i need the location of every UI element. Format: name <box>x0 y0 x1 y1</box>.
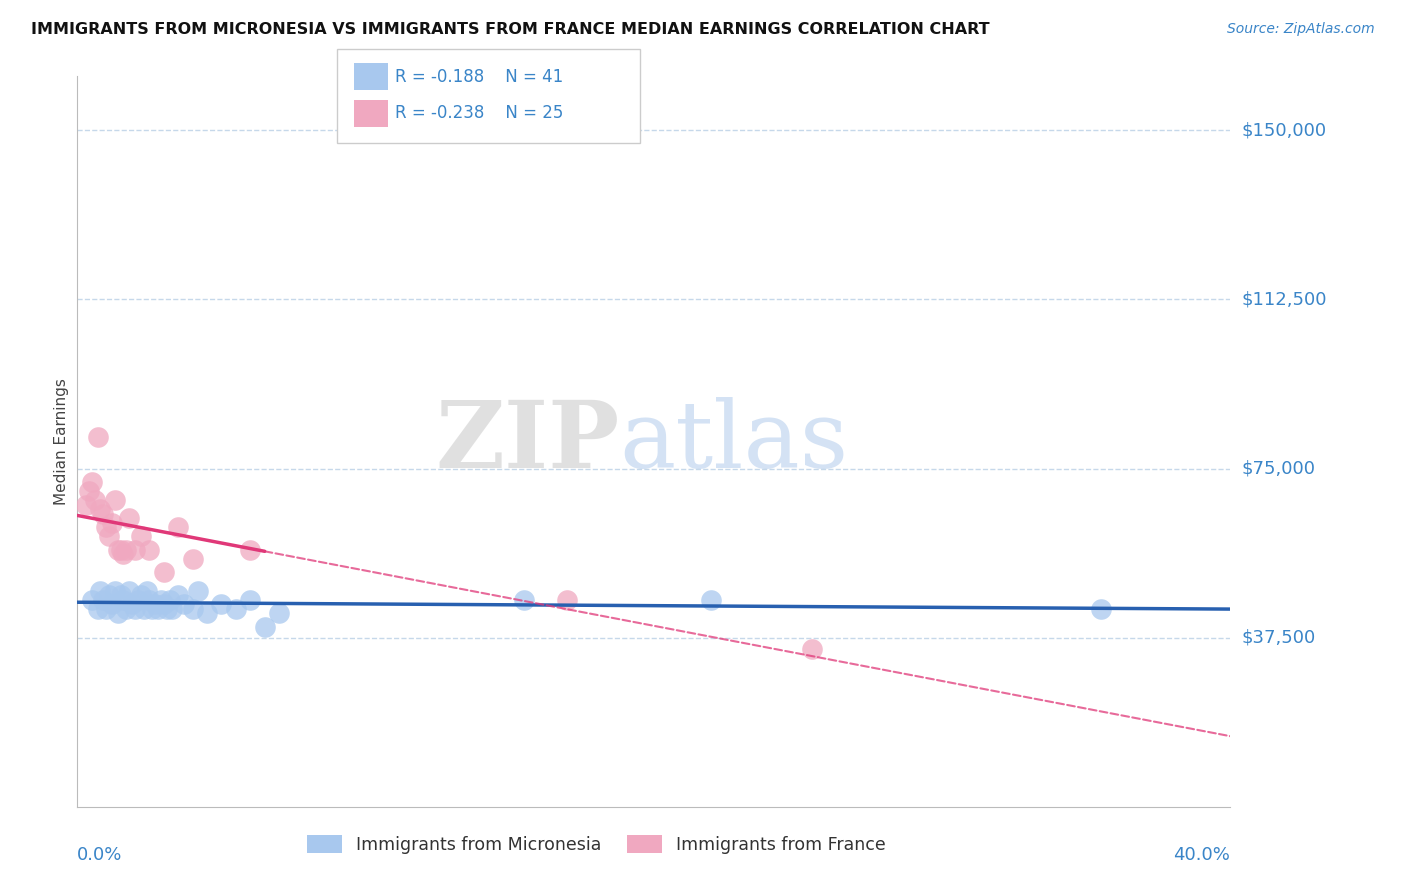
Point <box>86 601 108 615</box>
Point <box>211 597 233 611</box>
Point <box>86 430 108 444</box>
Point <box>153 566 174 580</box>
Point <box>98 529 121 543</box>
Text: R = -0.238    N = 25: R = -0.238 N = 25 <box>395 104 564 122</box>
Point <box>104 493 127 508</box>
Point <box>167 588 190 602</box>
Point <box>156 601 179 615</box>
Point <box>1090 601 1112 615</box>
Point <box>118 583 141 598</box>
Point <box>89 583 111 598</box>
Point <box>127 592 149 607</box>
Point <box>149 592 172 607</box>
Point <box>77 484 100 499</box>
Point <box>115 601 138 615</box>
Point <box>124 601 146 615</box>
Point <box>513 592 536 607</box>
Point <box>91 592 114 607</box>
Point <box>101 597 124 611</box>
Point <box>110 588 132 602</box>
Point <box>129 588 152 602</box>
Point <box>143 597 166 611</box>
Point <box>75 498 97 512</box>
Point <box>101 516 124 530</box>
Point <box>124 542 146 557</box>
Point <box>195 606 218 620</box>
Text: 40.0%: 40.0% <box>1174 847 1230 864</box>
Point <box>107 542 129 557</box>
Point <box>153 597 174 611</box>
Point <box>138 542 160 557</box>
Point <box>98 588 121 602</box>
Y-axis label: Median Earnings: Median Earnings <box>53 378 69 505</box>
Point <box>112 548 135 562</box>
Point <box>239 542 262 557</box>
Point <box>132 601 155 615</box>
Text: IMMIGRANTS FROM MICRONESIA VS IMMIGRANTS FROM FRANCE MEDIAN EARNINGS CORRELATION: IMMIGRANTS FROM MICRONESIA VS IMMIGRANTS… <box>31 22 990 37</box>
Point <box>239 592 262 607</box>
Point <box>96 520 118 534</box>
Point <box>110 542 132 557</box>
Point <box>801 642 824 657</box>
Point <box>181 601 204 615</box>
Text: $112,500: $112,500 <box>1241 290 1327 309</box>
Point <box>121 597 143 611</box>
Point <box>115 542 138 557</box>
Text: atlas: atlas <box>619 397 848 486</box>
Point <box>700 592 723 607</box>
Text: Source: ZipAtlas.com: Source: ZipAtlas.com <box>1227 22 1375 37</box>
Point <box>162 601 184 615</box>
Point <box>83 493 105 508</box>
Point <box>225 601 247 615</box>
Point <box>253 620 276 634</box>
Text: $37,500: $37,500 <box>1241 629 1316 647</box>
Text: ZIP: ZIP <box>434 397 619 486</box>
Point <box>267 606 291 620</box>
Point <box>96 601 118 615</box>
Point <box>138 592 160 607</box>
Point <box>118 511 141 525</box>
Text: $150,000: $150,000 <box>1241 121 1326 139</box>
Point <box>187 583 209 598</box>
Text: R = -0.188    N = 41: R = -0.188 N = 41 <box>395 68 564 86</box>
Point <box>181 552 204 566</box>
Legend: Immigrants from Micronesia, Immigrants from France: Immigrants from Micronesia, Immigrants f… <box>299 828 893 861</box>
Point <box>91 507 114 521</box>
Point <box>104 583 127 598</box>
Point <box>107 606 129 620</box>
Point <box>135 583 157 598</box>
Point <box>80 475 103 490</box>
Point <box>129 529 152 543</box>
Point <box>141 601 163 615</box>
Point <box>159 592 181 607</box>
Point <box>146 601 169 615</box>
Text: 0.0%: 0.0% <box>77 847 122 864</box>
Point <box>557 592 579 607</box>
Point <box>89 502 111 516</box>
Point <box>173 597 195 611</box>
Point <box>80 592 103 607</box>
Point <box>112 592 135 607</box>
Point <box>167 520 190 534</box>
Text: $75,000: $75,000 <box>1241 459 1316 477</box>
